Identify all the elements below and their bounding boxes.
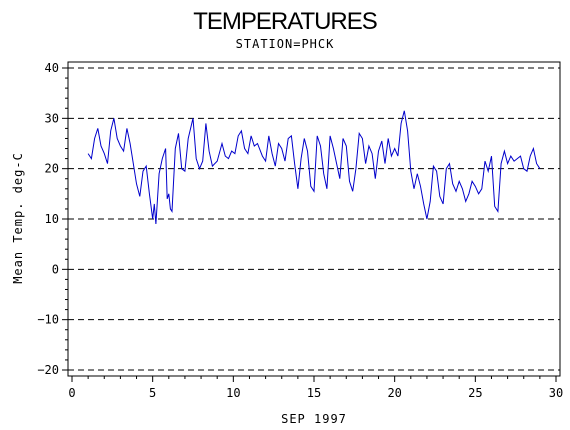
y-tick-label: −20 [37, 363, 59, 377]
y-axis-ticks: −20 −10 0 10 20 30 40 [37, 61, 68, 377]
y-tick-label: 20 [45, 162, 59, 176]
y-axis-label: Mean Temp. deg-C [11, 152, 25, 284]
x-tick-label: 15 [307, 386, 321, 400]
x-tick-label: 0 [68, 386, 75, 400]
grid-lines [68, 67, 560, 371]
y-tick-label: 10 [45, 212, 59, 226]
chart-title: TEMPERATURES [193, 8, 377, 35]
y-tick-label: 40 [45, 61, 59, 75]
y-tick-label: 30 [45, 111, 59, 125]
series-line [87, 110, 541, 225]
x-tick-label: 10 [226, 386, 240, 400]
x-tick-label: 30 [549, 386, 563, 400]
x-axis-ticks: 0 5 10 15 20 25 30 [68, 376, 563, 400]
x-tick-label: 5 [149, 386, 156, 400]
y-minor-ticks [65, 77, 68, 361]
chart-subtitle: STATION=PHCK [236, 37, 335, 51]
x-tick-label: 25 [468, 386, 482, 400]
x-axis-label: SEP 1997 [281, 412, 347, 426]
y-tick-label: −10 [37, 313, 59, 327]
y-tick-label: 0 [52, 262, 59, 276]
x-tick-label: 20 [387, 386, 401, 400]
